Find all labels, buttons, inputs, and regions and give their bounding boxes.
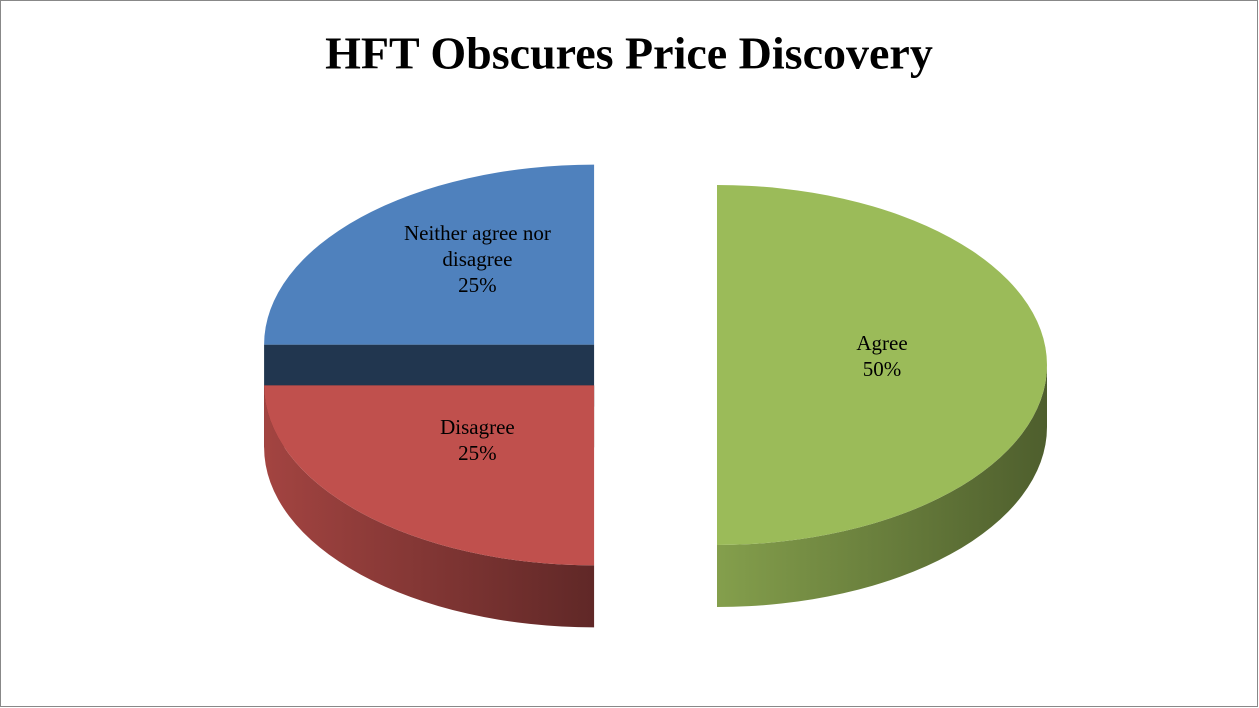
data-label-value: 25% <box>458 273 497 297</box>
data-label: Disagree <box>440 415 515 439</box>
data-label: Neither agree nor disagree <box>404 221 551 271</box>
chart-title: HFT Obscures Price Discovery <box>325 28 933 79</box>
data-label-value: 50% <box>863 357 902 381</box>
slice-wall <box>717 365 1047 607</box>
data-label: Agree <box>856 331 907 355</box>
slice <box>717 185 1047 545</box>
data-label-value: 25% <box>458 441 497 465</box>
slice <box>264 385 595 566</box>
slice <box>264 164 595 345</box>
slice-wall <box>264 385 595 628</box>
